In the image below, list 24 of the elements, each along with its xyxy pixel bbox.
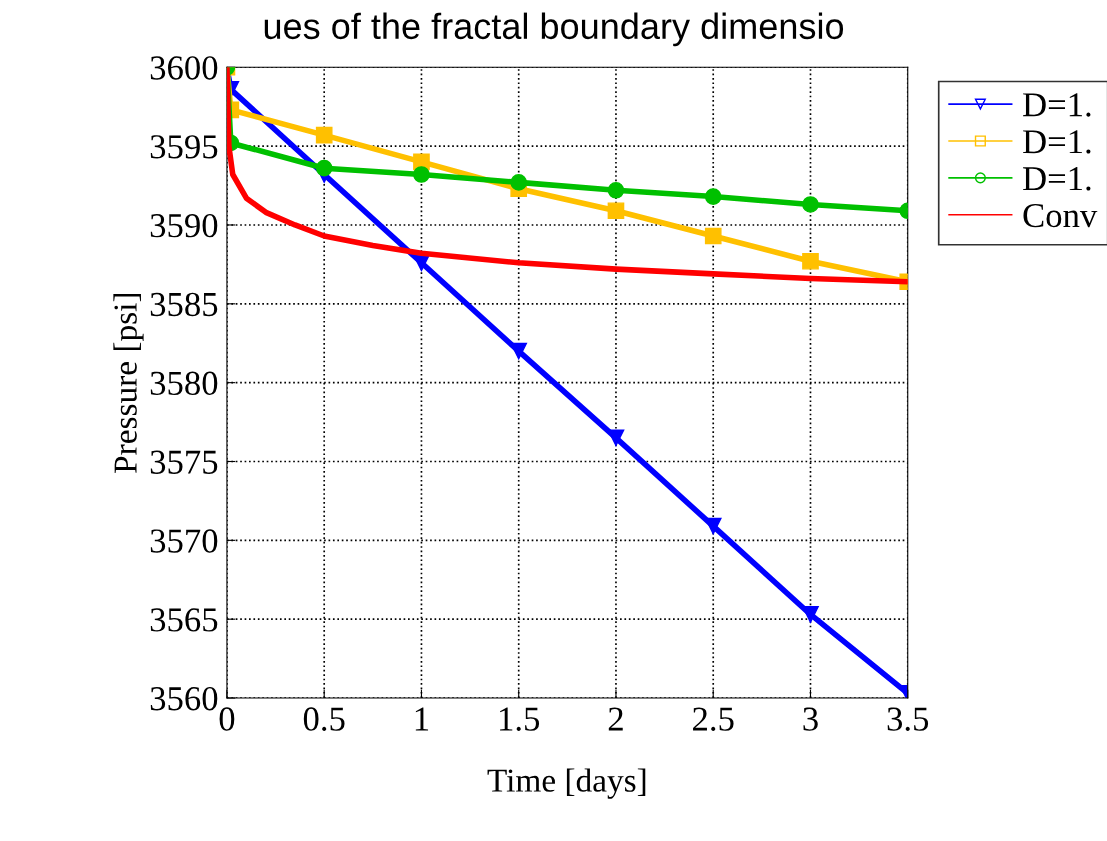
legend-label: Conv <box>1023 203 1098 228</box>
x-axis-title: Time [days] <box>487 768 646 799</box>
x-tick-label: 0 <box>219 707 235 731</box>
y-tick-label: 3560 <box>150 686 218 711</box>
y-tick-label: 3575 <box>150 450 218 474</box>
chart-title: ues of the fractal boundary dimensio <box>264 12 844 47</box>
x-tick-label: 2 <box>608 707 623 731</box>
y-tick-label: 3595 <box>150 135 218 159</box>
y-tick-label: 3565 <box>150 608 218 632</box>
x-tick-label: 3.5 <box>887 707 929 731</box>
legend-label: D=1. <box>1023 93 1091 117</box>
y-tick-label: 3570 <box>150 529 218 553</box>
x-tick-label: 3 <box>803 707 818 731</box>
x-tick-label: 1.5 <box>500 707 540 731</box>
legend-label: D=1. <box>1023 130 1091 154</box>
y-axis-title: Pressure [psi] <box>113 293 144 473</box>
y-tick-label: 3590 <box>150 213 218 238</box>
x-tick-label: 2.5 <box>693 707 734 731</box>
legend-label: D=1. <box>1023 167 1091 191</box>
x-tick-label: 1 <box>415 707 429 731</box>
y-tick-label: 3580 <box>150 371 218 396</box>
y-tick-label: 3600 <box>150 56 218 80</box>
y-tick-label: 3585 <box>150 292 218 317</box>
x-tick-label: 0.5 <box>303 707 345 731</box>
